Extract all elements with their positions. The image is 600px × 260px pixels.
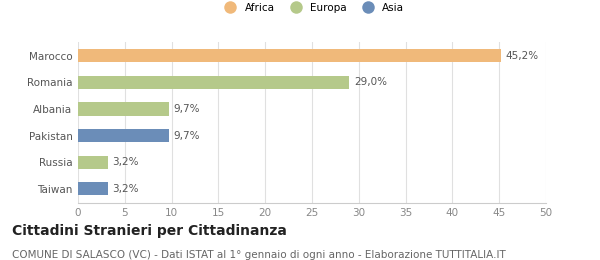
Bar: [78, 182, 108, 196]
Text: 9,7%: 9,7%: [173, 131, 200, 140]
Bar: [78, 49, 501, 62]
Text: COMUNE DI SALASCO (VC) - Dati ISTAT al 1° gennaio di ogni anno - Elaborazione TU: COMUNE DI SALASCO (VC) - Dati ISTAT al 1…: [12, 250, 506, 259]
Text: 9,7%: 9,7%: [173, 104, 200, 114]
Legend: Africa, Europa, Asia: Africa, Europa, Asia: [215, 0, 409, 17]
Text: 29,0%: 29,0%: [354, 77, 387, 87]
Text: 45,2%: 45,2%: [506, 51, 539, 61]
Bar: [78, 102, 169, 115]
Bar: [78, 76, 349, 89]
Text: 3,2%: 3,2%: [113, 157, 139, 167]
Text: Cittadini Stranieri per Cittadinanza: Cittadini Stranieri per Cittadinanza: [12, 224, 287, 238]
Bar: [78, 155, 108, 169]
Bar: [78, 129, 169, 142]
Text: 3,2%: 3,2%: [113, 184, 139, 194]
